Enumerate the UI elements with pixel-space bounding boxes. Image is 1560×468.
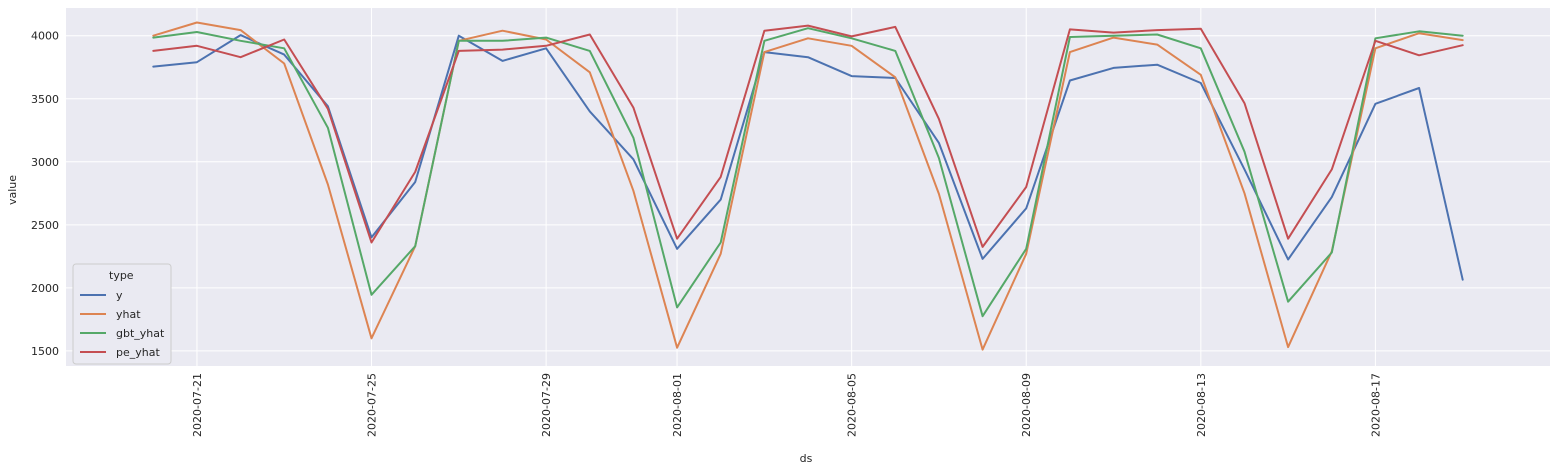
- y-tick-label: 3500: [31, 93, 59, 106]
- x-tick-label: 2020-08-01: [671, 373, 684, 437]
- legend-box: [72, 263, 172, 365]
- grid-lines: [66, 8, 1550, 366]
- series-line-gbt-yhat: [152, 27, 1464, 318]
- legend-title: type: [109, 269, 134, 282]
- legend-label-gbt-yhat: gbt_yhat: [116, 327, 165, 340]
- series-line-pe-yhat: [152, 24, 1464, 248]
- x-axis-label: ds: [800, 452, 813, 465]
- y-tick-label: 3000: [31, 156, 59, 169]
- legend-label-yhat: yhat: [116, 308, 141, 321]
- plot-area: [66, 8, 1550, 366]
- legend: type y yhat gbt_yhat pe_yhat: [72, 263, 172, 365]
- x-tick-label: 2020-08-17: [1369, 373, 1382, 437]
- y-tick-label: 2500: [31, 219, 59, 232]
- x-tick-label: 2020-07-25: [366, 373, 379, 437]
- y-axis-label: value: [6, 175, 19, 205]
- legend-label-y: y: [116, 289, 123, 302]
- x-axis-ticks: 2020-07-21 2020-07-25 2020-07-29 2020-08-01…: [191, 373, 1382, 437]
- y-axis-ticks: 1500 2000 2500 3000 3500 4000: [31, 30, 59, 358]
- series-lines: [152, 21, 1464, 351]
- series-line-yhat: [152, 21, 1464, 351]
- x-tick-label: 2020-07-21: [191, 373, 204, 437]
- y-tick-label: 1500: [31, 345, 59, 358]
- legend-label-pe-yhat: pe_yhat: [116, 346, 160, 359]
- x-tick-label: 2020-08-13: [1195, 373, 1208, 437]
- x-tick-label: 2020-08-05: [846, 373, 859, 437]
- x-tick-label: 2020-08-09: [1020, 373, 1033, 437]
- x-tick-label: 2020-07-29: [540, 373, 553, 437]
- y-tick-label: 4000: [31, 30, 59, 43]
- y-tick-label: 2000: [31, 282, 59, 295]
- series-line-y: [152, 34, 1464, 281]
